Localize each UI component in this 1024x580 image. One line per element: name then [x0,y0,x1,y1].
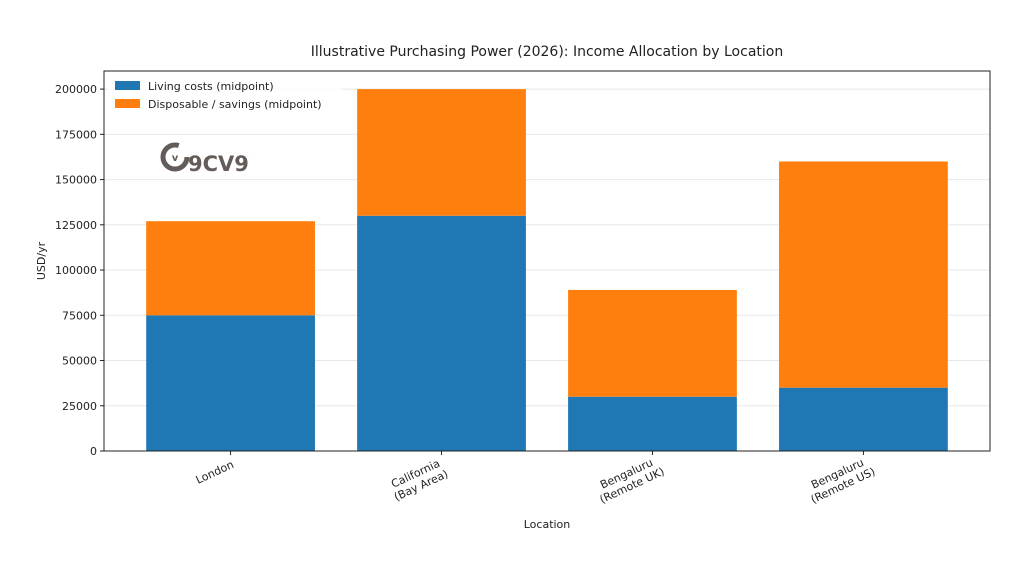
x-tick-label-line: London [194,458,236,487]
bar-disposable [146,221,315,316]
y-tick-label: 125000 [55,219,97,232]
legend: Living costs (midpoint) Disposable / savi… [108,74,341,116]
bar-living-costs [146,315,315,451]
x-axis-label: Location [524,518,571,531]
y-tick-label: 75000 [62,309,97,322]
bar-disposable [357,89,526,216]
chart-title: Illustrative Purchasing Power (2026): In… [311,44,783,60]
x-tick-label: California(Bay Area) [389,457,450,504]
x-tick-label: Bengaluru(Remote US) [809,456,878,506]
bar-living-costs [568,396,737,451]
y-tick-label: 175000 [55,128,97,141]
watermark-logo: v 9CV9 [160,142,249,176]
y-tick-label: 150000 [55,174,97,187]
y-tick-label: 0 [90,445,97,458]
legend-swatch [115,99,140,108]
legend-label: Disposable / savings (midpoint) [148,98,322,111]
y-axis-label: USD/yr [35,241,48,280]
x-tick-label: Bengaluru(Remote UK) [598,456,667,506]
svg-text:9CV9: 9CV9 [188,152,249,176]
y-tick-label: 200000 [55,83,97,96]
y-tick-label: 50000 [62,355,97,368]
legend-swatch [115,81,140,90]
bar-living-costs [357,215,526,451]
bar-disposable [779,161,948,388]
svg-text:v: v [172,153,179,164]
x-tick-label: London [194,458,236,487]
y-tick-label: 25000 [62,400,97,413]
legend-label: Living costs (midpoint) [148,80,274,93]
plot-area-frame [103,70,991,452]
y-tick-label: 100000 [55,264,97,277]
bar-disposable [568,289,737,397]
bar-living-costs [779,387,948,451]
